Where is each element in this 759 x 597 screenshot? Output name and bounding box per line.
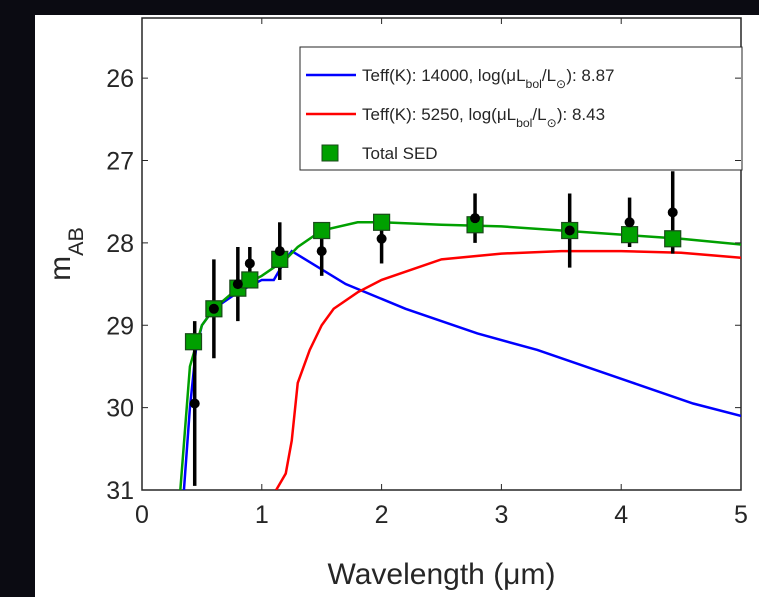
series-line	[275, 249, 741, 490]
data-point	[624, 217, 635, 228]
legend-label: Teff(K): 5250, log(μLbol/L⊙): 8.43	[362, 105, 605, 130]
sed-marker	[373, 213, 391, 231]
y-tick-label: 30	[106, 395, 134, 423]
x-tick-label: 2	[375, 501, 389, 529]
data-point	[470, 213, 481, 224]
y-tick-label: 31	[106, 477, 134, 505]
data-point	[244, 258, 255, 269]
data-point	[232, 279, 243, 290]
y-tick-label: 26	[106, 65, 134, 93]
y-tick-label: 28	[106, 230, 134, 258]
plot-layer	[179, 171, 741, 490]
x-tick-label: 1	[255, 501, 269, 529]
data-point	[189, 398, 200, 409]
y-tick-label: 29	[106, 312, 134, 340]
y-tick-label: 27	[106, 148, 134, 176]
legend-label: Teff(K): 14000, log(μLbol/L⊙): 8.87	[362, 66, 615, 91]
legend-label: Total SED	[362, 144, 438, 163]
data-point	[667, 207, 678, 218]
y-axis-label: mAB	[44, 227, 88, 281]
x-tick-label: 5	[734, 501, 748, 529]
data-point	[274, 246, 285, 257]
x-tick-label: 4	[614, 501, 628, 529]
legend-marker	[321, 144, 339, 162]
legend	[299, 46, 743, 171]
data-point	[376, 233, 387, 244]
data-point	[564, 225, 575, 236]
x-axis-label: Wavelength (μm)	[328, 558, 556, 591]
x-tick-label: 0	[135, 501, 149, 529]
x-tick-label: 3	[494, 501, 508, 529]
sed-marker	[664, 230, 682, 248]
sed-marker	[241, 271, 259, 289]
data-point	[208, 303, 219, 314]
sed-marker	[313, 221, 331, 240]
sed-marker	[184, 333, 203, 351]
sed-marker	[620, 226, 639, 244]
data-point	[316, 246, 327, 257]
